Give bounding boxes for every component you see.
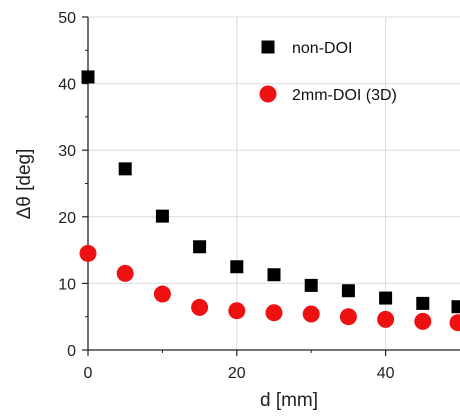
doi-3d-point — [339, 308, 357, 326]
non-doi-point — [304, 278, 318, 292]
legend-circle-marker — [259, 85, 277, 103]
x-tick-label: 0 — [84, 365, 93, 382]
grid-lines — [88, 16, 460, 350]
non-doi-point — [118, 162, 132, 176]
non-doi-point — [81, 70, 95, 84]
doi-3d-point — [377, 310, 395, 328]
non-doi-point — [341, 284, 355, 298]
doi-3d-point — [153, 285, 171, 303]
doi-3d-point — [116, 264, 134, 282]
x-tick-label: 40 — [377, 365, 395, 382]
legend-label: 2mm-DOI (3D) — [292, 87, 397, 104]
doi-3d-point — [414, 312, 432, 330]
doi-3d-point — [449, 314, 460, 332]
non-doi-point — [155, 209, 169, 223]
y-tick-label: 10 — [58, 276, 76, 293]
y-tick-label: 50 — [58, 10, 76, 27]
x-tick-label: 20 — [228, 365, 246, 382]
non-doi-point — [230, 260, 244, 274]
x-tick-labels: 0 20 40 — [84, 365, 395, 382]
y-tick-labels: 0 10 20 30 40 50 — [58, 10, 76, 360]
y-tick-label: 20 — [58, 210, 76, 227]
doi-3d-point — [302, 305, 320, 323]
doi-3d-point — [191, 298, 209, 316]
non-doi-point — [267, 268, 281, 282]
non-doi-point — [193, 240, 207, 254]
non-doi-point — [451, 300, 460, 314]
non-doi-point — [416, 296, 430, 310]
doi-3d-point — [265, 304, 283, 322]
y-axis-label: Δθ [deg] — [14, 149, 35, 220]
legend-square-marker — [261, 40, 275, 54]
doi-3d-point — [79, 244, 97, 262]
legend-label: non-DOI — [292, 40, 352, 57]
x-axis-label: d [mm] — [260, 390, 318, 411]
y-tick-label: 30 — [58, 143, 76, 160]
legend: non-DOI 2mm-DOI (3D) — [259, 40, 397, 104]
y-tick-label: 40 — [58, 77, 76, 94]
non-doi-point — [379, 291, 393, 305]
y-tick-label: 0 — [67, 343, 76, 360]
data-points — [79, 70, 460, 332]
doi-3d-point — [228, 302, 246, 320]
